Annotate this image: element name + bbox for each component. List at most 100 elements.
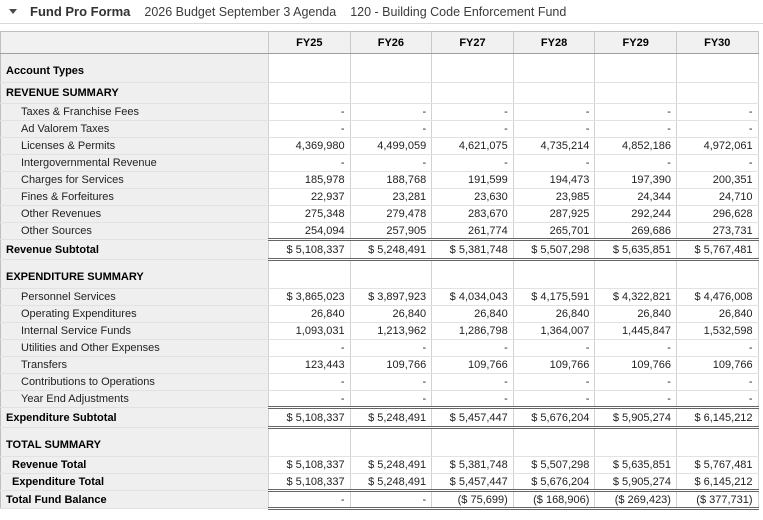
cell-total-fund-balance-fy28: ($ 168,906) <box>513 489 596 510</box>
cell-total-summary-fy25 <box>268 427 351 457</box>
cell-revenue-total-fy28: $ 5,507,298 <box>513 456 596 474</box>
cell-operating-expenditures-fy25: 26,840 <box>268 305 351 323</box>
cell-personnel-services-fy25: $ 3,865,023 <box>268 288 351 306</box>
cell-intergovernmental-revenue-fy29: - <box>594 154 677 172</box>
cell-expenditure-summary-fy27 <box>431 259 514 289</box>
cell-expenditure-subtotal-fy29: $ 5,905,274 <box>594 406 677 429</box>
cell-ad-valorem-taxes-fy26: - <box>350 120 433 138</box>
cell-other-sources-fy26: 257,905 <box>350 222 433 240</box>
cell-utilities-and-other-expenses-fy27: - <box>431 339 514 357</box>
collapse-caret-icon[interactable] <box>9 9 17 14</box>
cell-contributions-to-operations-fy26: - <box>350 373 433 391</box>
row-label-charges-for-services: Charges for Services <box>0 171 269 189</box>
cell-utilities-and-other-expenses-fy26: - <box>350 339 433 357</box>
row-expenditure-subtotal: Expenditure Subtotal $ 5,108,337 $ 5,248,4… <box>0 406 759 429</box>
row-label-revenue-subtotal: Revenue Subtotal <box>0 239 269 260</box>
row-total-fund-balance: Total Fund Balance - - ($ 75,699) ($ 168,906… <box>0 489 759 510</box>
cell-account-types-fy29 <box>594 53 677 83</box>
cell-other-sources-fy29: 269,686 <box>594 222 677 240</box>
row-revenue-total: Revenue Total $ 5,108,337 $ 5,248,491 $ 5,3… <box>0 456 759 474</box>
row-licenses-permits: Licenses & Permits 4,369,980 4,499,059 4,62… <box>0 137 759 155</box>
budget-name: 2026 Budget September 3 Agenda <box>144 4 337 19</box>
cell-personnel-services-fy28: $ 4,175,591 <box>513 288 596 306</box>
header-row: FY25 FY26 FY27 FY28 FY29 FY30 <box>0 31 759 54</box>
cell-other-revenues-fy29: 292,244 <box>594 205 677 223</box>
row-label-operating-expenditures: Operating Expenditures <box>0 305 269 323</box>
cell-expenditure-subtotal-fy27: $ 5,457,447 <box>431 406 514 429</box>
cell-transfers-fy25: 123,443 <box>268 356 351 374</box>
cell-other-sources-fy28: 265,701 <box>513 222 596 240</box>
cell-year-end-adjustments-fy26: - <box>350 390 433 408</box>
col-header-fy26: FY26 <box>350 31 433 54</box>
cell-revenue-summary-fy27 <box>431 82 514 104</box>
cell-internal-service-funds-fy26: 1,213,962 <box>350 322 433 340</box>
table-container: FY25 FY26 FY27 FY28 FY29 FY30 Account Types RE… <box>0 24 763 510</box>
cell-revenue-summary-fy29 <box>594 82 677 104</box>
cell-revenue-subtotal-fy28: $ 5,507,298 <box>513 238 596 261</box>
cell-revenue-summary-fy28 <box>513 82 596 104</box>
cell-total-summary-fy26 <box>350 427 433 457</box>
cell-expenditure-total-fy29: $ 5,905,274 <box>594 473 677 491</box>
cell-charges-for-services-fy25: 185,978 <box>268 171 351 189</box>
report-toolbar: Fund Pro Forma 2026 Budget September 3 A… <box>0 0 763 24</box>
col-header-fy27: FY27 <box>431 31 514 54</box>
cell-account-types-fy27 <box>431 53 514 83</box>
row-label-expenditure-total: Expenditure Total <box>0 473 269 491</box>
cell-operating-expenditures-fy28: 26,840 <box>513 305 596 323</box>
cell-intergovernmental-revenue-fy26: - <box>350 154 433 172</box>
cell-operating-expenditures-fy30: 26,840 <box>676 305 759 323</box>
cell-total-fund-balance-fy25: - <box>268 489 351 510</box>
cell-other-revenues-fy27: 283,670 <box>431 205 514 223</box>
cell-transfers-fy30: 109,766 <box>676 356 759 374</box>
cell-personnel-services-fy26: $ 3,897,923 <box>350 288 433 306</box>
row-label-other-sources: Other Sources <box>0 222 269 240</box>
cell-licenses-permits-fy28: 4,735,214 <box>513 137 596 155</box>
cell-revenue-total-fy25: $ 5,108,337 <box>268 456 351 474</box>
cell-contributions-to-operations-fy27: - <box>431 373 514 391</box>
cell-expenditure-total-fy30: $ 6,145,212 <box>676 473 759 491</box>
row-transfers: Transfers 123,443 109,766 109,766 109,766 109… <box>0 356 759 374</box>
col-header-fy30: FY30 <box>676 31 759 54</box>
cell-charges-for-services-fy26: 188,768 <box>350 171 433 189</box>
cell-operating-expenditures-fy29: 26,840 <box>594 305 677 323</box>
row-label-personnel-services: Personnel Services <box>0 288 269 306</box>
cell-transfers-fy28: 109,766 <box>513 356 596 374</box>
cell-licenses-permits-fy29: 4,852,186 <box>594 137 677 155</box>
row-label-revenue-total: Revenue Total <box>0 456 269 474</box>
cell-ad-valorem-taxes-fy28: - <box>513 120 596 138</box>
row-fines-forfeitures: Fines & Forfeitures 22,937 23,281 23,630 23,… <box>0 188 759 206</box>
cell-account-types-fy25 <box>268 53 351 83</box>
cell-expenditure-summary-fy25 <box>268 259 351 289</box>
row-label-revenue-summary: REVENUE SUMMARY <box>0 82 269 104</box>
row-label-internal-service-funds: Internal Service Funds <box>0 322 269 340</box>
cell-other-revenues-fy26: 279,478 <box>350 205 433 223</box>
cell-expenditure-summary-fy26 <box>350 259 433 289</box>
cell-revenue-subtotal-fy27: $ 5,381,748 <box>431 238 514 261</box>
cell-internal-service-funds-fy29: 1,445,847 <box>594 322 677 340</box>
cell-personnel-services-fy29: $ 4,322,821 <box>594 288 677 306</box>
cell-other-sources-fy25: 254,094 <box>268 222 351 240</box>
cell-taxes-franchise-fees-fy26: - <box>350 103 433 121</box>
row-label-ad-valorem-taxes: Ad Valorem Taxes <box>0 120 269 138</box>
cell-revenue-summary-fy30 <box>676 82 759 104</box>
cell-ad-valorem-taxes-fy27: - <box>431 120 514 138</box>
cell-fines-forfeitures-fy29: 24,344 <box>594 188 677 206</box>
cell-licenses-permits-fy25: 4,369,980 <box>268 137 351 155</box>
cell-expenditure-total-fy26: $ 5,248,491 <box>350 473 433 491</box>
cell-revenue-total-fy26: $ 5,248,491 <box>350 456 433 474</box>
cell-licenses-permits-fy26: 4,499,059 <box>350 137 433 155</box>
row-revenue-summary: REVENUE SUMMARY <box>0 82 759 104</box>
cell-transfers-fy29: 109,766 <box>594 356 677 374</box>
col-header-fy25: FY25 <box>268 31 351 54</box>
cell-total-fund-balance-fy30: ($ 377,731) <box>676 489 759 510</box>
cell-intergovernmental-revenue-fy25: - <box>268 154 351 172</box>
cell-internal-service-funds-fy30: 1,532,598 <box>676 322 759 340</box>
cell-utilities-and-other-expenses-fy30: - <box>676 339 759 357</box>
row-year-end-adjustments: Year End Adjustments - - - - - - <box>0 390 759 408</box>
cell-utilities-and-other-expenses-fy25: - <box>268 339 351 357</box>
table-header: FY25 FY26 FY27 FY28 FY29 FY30 <box>0 31 759 54</box>
pro-forma-table: FY25 FY26 FY27 FY28 FY29 FY30 Account Types RE… <box>0 31 759 510</box>
row-operating-expenditures: Operating Expenditures 26,840 26,840 26,840… <box>0 305 759 323</box>
row-label-total-summary: TOTAL SUMMARY <box>0 427 269 457</box>
cell-operating-expenditures-fy26: 26,840 <box>350 305 433 323</box>
